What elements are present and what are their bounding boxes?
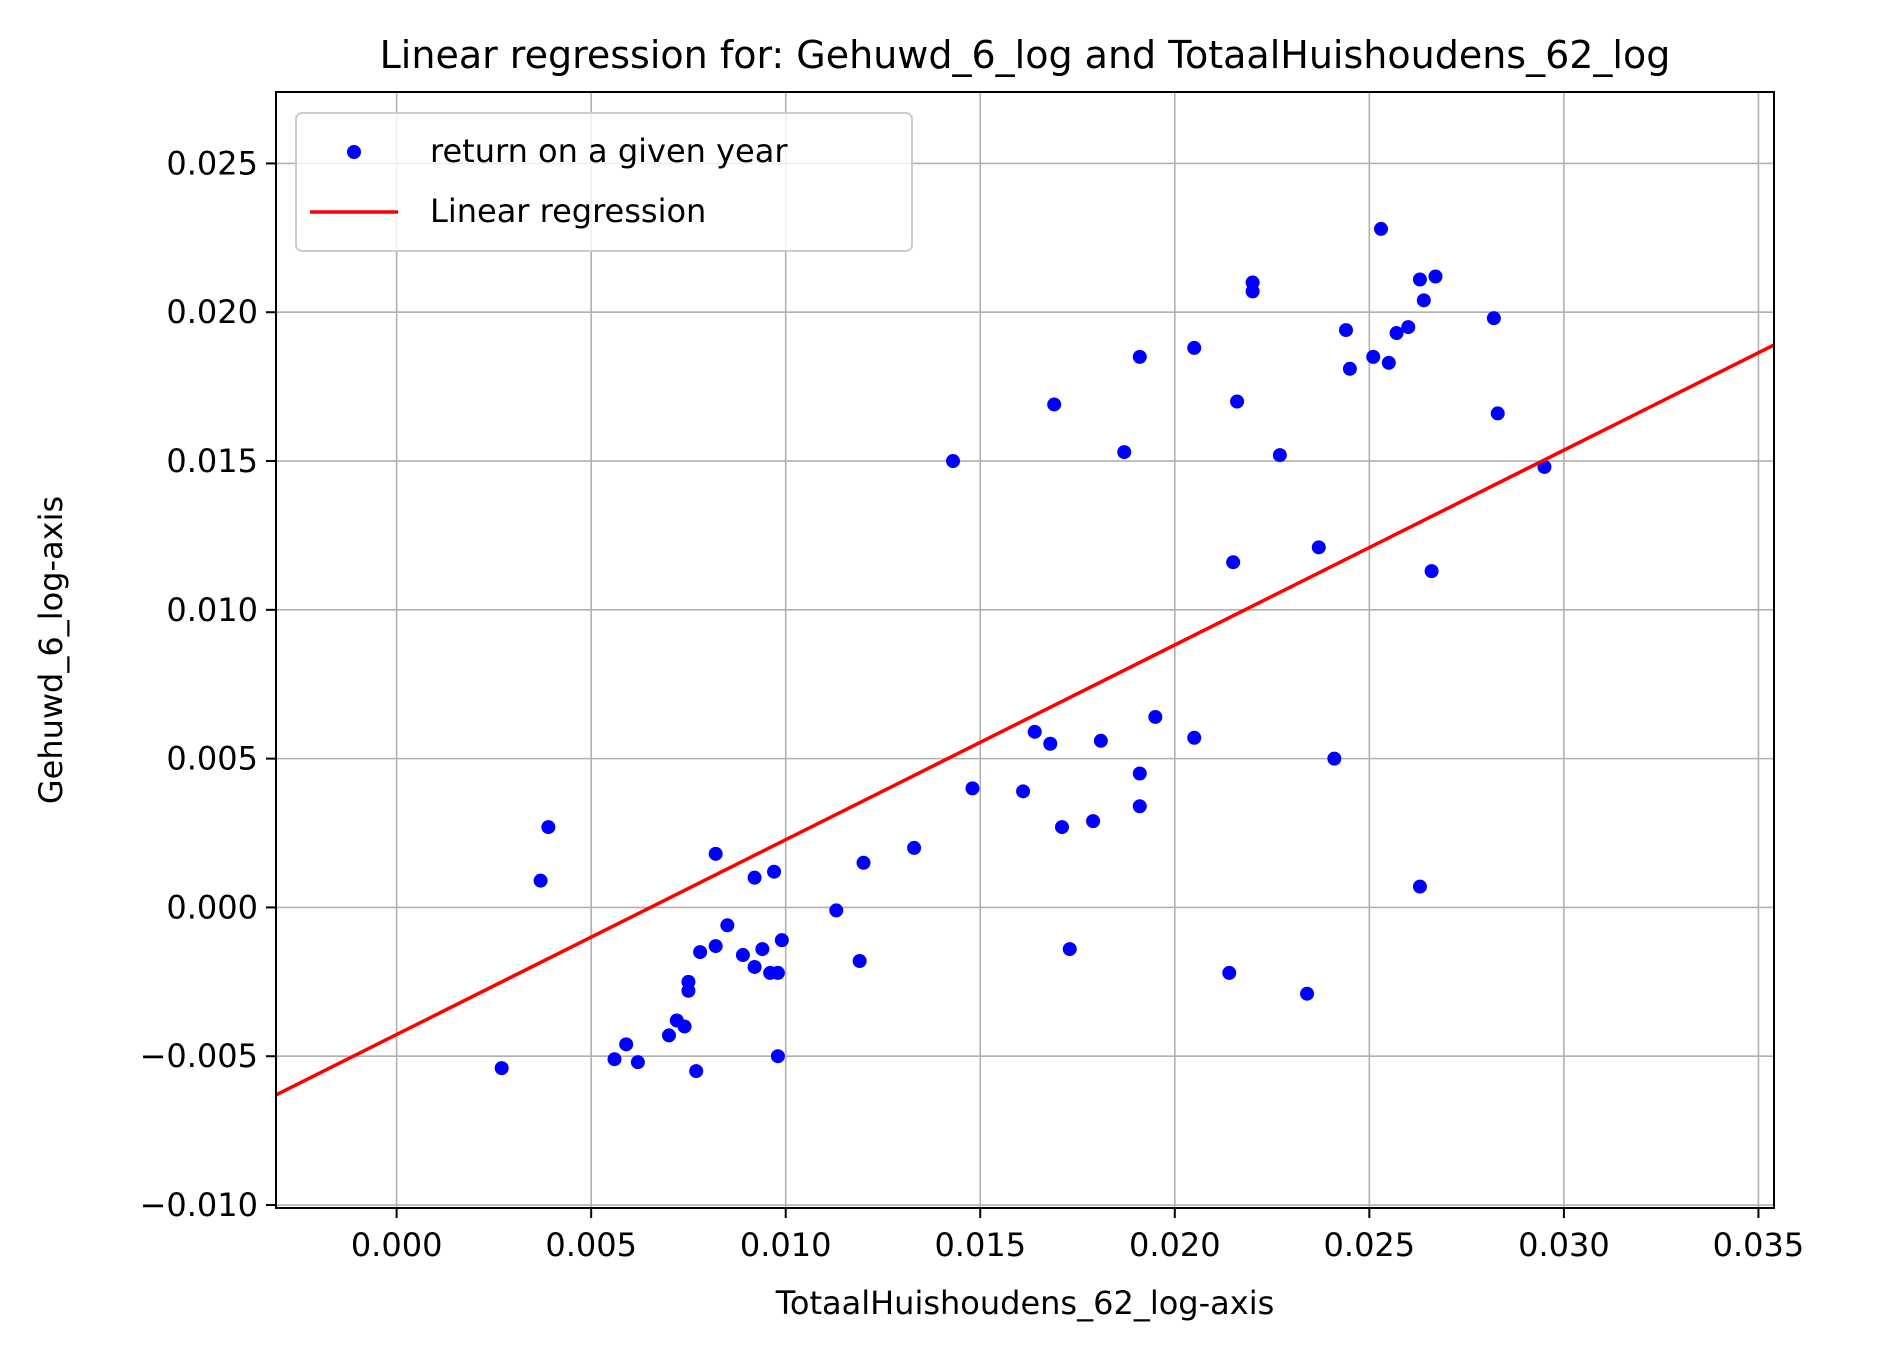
y-tick-label: 0.020 bbox=[166, 293, 258, 331]
scatter-point bbox=[1132, 799, 1147, 814]
scatter-point bbox=[747, 959, 762, 974]
scatter-point bbox=[946, 454, 961, 469]
scatter-point bbox=[1272, 448, 1287, 463]
scatter-point bbox=[1412, 879, 1427, 894]
scatter-point bbox=[693, 945, 708, 960]
scatter-point bbox=[770, 965, 785, 980]
scatter-point bbox=[1132, 766, 1147, 781]
plot-frame bbox=[275, 91, 1775, 1209]
scatter-point bbox=[1424, 564, 1439, 579]
scatter-point bbox=[852, 953, 867, 968]
scatter-point bbox=[607, 1052, 622, 1067]
y-axis: −0.010 −0.005 0.000 0.005 0.010 0.015 0.020 0.0… bbox=[140, 144, 276, 1224]
legend-label-line: Linear regression bbox=[430, 192, 706, 230]
y-tick-label: 0.010 bbox=[166, 591, 258, 629]
x-tick-label: 0.005 bbox=[545, 1226, 637, 1264]
x-tick-label: 0.015 bbox=[934, 1226, 1026, 1264]
scatter-point bbox=[1401, 320, 1416, 335]
scatter-point bbox=[1226, 555, 1241, 570]
scatter-point bbox=[708, 846, 723, 861]
scatter-point bbox=[965, 781, 980, 796]
chart-title: Linear regression for: Gehuwd_6_log and … bbox=[380, 33, 1671, 77]
scatter-point bbox=[1339, 323, 1353, 338]
y-tick-label: 0.000 bbox=[166, 888, 258, 926]
scatter-point bbox=[1222, 965, 1237, 980]
x-axis-label: TotaalHuishoudens_62_log-axis bbox=[775, 1284, 1275, 1322]
scatter-point bbox=[1230, 394, 1245, 409]
x-tick-label: 0.035 bbox=[1713, 1226, 1805, 1264]
scatter-point bbox=[1086, 814, 1101, 829]
legend-marker-scatter bbox=[347, 145, 361, 159]
scatter-point bbox=[1428, 269, 1443, 284]
scatter-point bbox=[1366, 349, 1381, 364]
scatter-point bbox=[677, 1019, 692, 1034]
scatter-point bbox=[689, 1064, 704, 1079]
scatter-point bbox=[708, 939, 723, 954]
scatter-point bbox=[1245, 275, 1260, 290]
scatter-point bbox=[1416, 293, 1431, 308]
y-tick-label: 0.005 bbox=[166, 740, 258, 778]
scatter-point bbox=[1093, 733, 1108, 748]
legend-box bbox=[295, 112, 913, 252]
plot-marks bbox=[275, 221, 1775, 1097]
scatter-point bbox=[735, 948, 750, 963]
scatter-point bbox=[907, 840, 922, 855]
scatter-point bbox=[1327, 751, 1342, 766]
scatter-point bbox=[747, 870, 762, 885]
scatter-point bbox=[494, 1061, 509, 1076]
x-tick-label: 0.025 bbox=[1324, 1226, 1416, 1264]
x-axis: 0.000 0.005 0.010 0.015 0.020 0.025 0.030 0.035 bbox=[351, 1208, 1804, 1264]
scatter-point bbox=[1412, 272, 1427, 287]
scatter-point bbox=[1374, 221, 1389, 236]
scatter-point bbox=[533, 873, 548, 888]
scatter-point bbox=[1043, 736, 1058, 751]
x-tick-label: 0.030 bbox=[1518, 1226, 1610, 1264]
scatter-point bbox=[767, 864, 782, 879]
scatter-point bbox=[770, 1049, 785, 1064]
scatter-point bbox=[1490, 406, 1505, 421]
scatter-point bbox=[1486, 311, 1501, 326]
scatter-point bbox=[1054, 820, 1069, 835]
scatter-point bbox=[1389, 326, 1404, 341]
scatter-point bbox=[1311, 540, 1326, 555]
regression-line bbox=[275, 343, 1775, 1097]
scatter-point bbox=[1300, 986, 1315, 1001]
scatter-point bbox=[1027, 724, 1042, 739]
grid bbox=[276, 92, 1774, 1208]
y-tick-label: 0.015 bbox=[166, 442, 258, 480]
scatter-point bbox=[630, 1055, 645, 1070]
x-tick-label: 0.020 bbox=[1129, 1226, 1221, 1264]
y-tick-label: −0.005 bbox=[140, 1037, 258, 1075]
scatter-point bbox=[856, 855, 871, 870]
y-tick-label: 0.025 bbox=[166, 144, 258, 182]
scatter-point bbox=[829, 903, 844, 918]
scatter-point bbox=[1342, 361, 1357, 376]
scatter-point bbox=[661, 1028, 676, 1043]
scatter-point bbox=[755, 942, 770, 957]
scatter-point bbox=[1062, 942, 1077, 957]
scatter-point bbox=[1381, 355, 1396, 370]
y-axis-label: Gehuwd_6_log-axis bbox=[32, 496, 70, 804]
scatter-point bbox=[1148, 709, 1163, 724]
scatter-point bbox=[1132, 349, 1147, 364]
x-tick-label: 0.000 bbox=[351, 1226, 443, 1264]
scatter-point bbox=[681, 983, 696, 998]
scatter-point bbox=[720, 918, 735, 933]
scatter-point bbox=[1016, 784, 1031, 799]
scatter-point bbox=[1047, 397, 1062, 412]
scatter-point bbox=[774, 933, 789, 948]
scatter-point bbox=[619, 1037, 634, 1052]
x-tick-label: 0.010 bbox=[740, 1226, 832, 1264]
scatter-point bbox=[1187, 730, 1202, 745]
scatter-point bbox=[1117, 445, 1132, 460]
legend: return on a given year Linear regression bbox=[295, 112, 913, 252]
legend-label-scatter: return on a given year bbox=[430, 132, 788, 170]
scatter-point bbox=[1187, 340, 1202, 355]
scatter-point bbox=[541, 820, 556, 835]
y-tick-label: −0.010 bbox=[140, 1186, 258, 1224]
